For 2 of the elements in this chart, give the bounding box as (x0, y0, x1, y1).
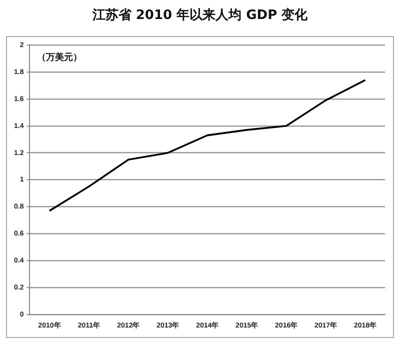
chart-title: 江苏省 2010 年以来人均 GDP 变化 (91, 6, 309, 24)
annotation: （万美元） (37, 51, 82, 64)
